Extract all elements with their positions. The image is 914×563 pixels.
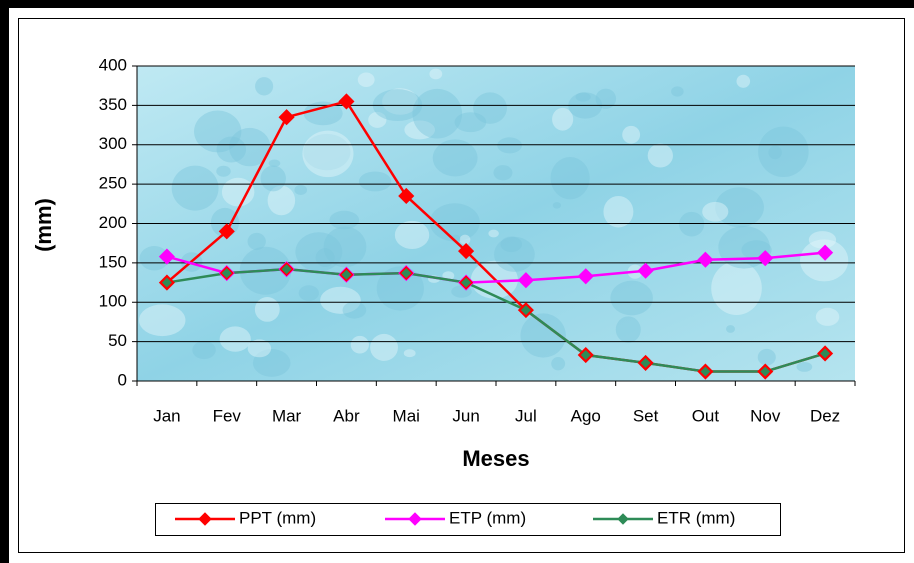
water-drop (758, 127, 809, 177)
water-drop (192, 341, 215, 359)
water-drop (711, 261, 762, 315)
water-drop (622, 126, 640, 144)
water-drop (500, 236, 522, 252)
water-drop (460, 235, 471, 245)
water-drop (316, 248, 335, 267)
page: {"chart_data": { "type": "line", "x_labe… (0, 0, 914, 563)
water-drop (553, 202, 561, 208)
x-tick-label: Dez (810, 406, 840, 425)
y-tick-label: 0 (118, 370, 127, 389)
y-tick-label: 400 (99, 55, 127, 74)
water-drop (648, 144, 673, 168)
y-tick-label: 200 (99, 213, 127, 232)
x-tick-label: Jan (153, 406, 180, 425)
water-drop (194, 111, 241, 153)
water-drop (610, 281, 653, 316)
water-drop (302, 131, 353, 178)
water-drop (412, 89, 462, 139)
water-drop (351, 336, 369, 354)
water-drop (429, 69, 442, 80)
water-drop (395, 221, 429, 249)
water-drop (702, 202, 728, 222)
x-tick-label: Jul (515, 406, 537, 425)
water-drop (255, 77, 273, 95)
water-drop (603, 196, 633, 228)
water-drop (370, 334, 398, 361)
water-drop (172, 166, 219, 211)
y-tick-label: 300 (99, 134, 127, 153)
water-drop (343, 302, 367, 319)
water-drop (261, 166, 286, 192)
water-drop (139, 304, 185, 336)
water-drop (679, 212, 704, 237)
water-drop (809, 231, 836, 248)
water-drop (726, 325, 735, 333)
water-drop (796, 362, 812, 372)
water-drop (616, 316, 641, 342)
chart: (mm) Meses 0 50 100 150 200 250 300 350 400 Jan Fe… (0, 0, 914, 563)
water-drop (551, 157, 590, 199)
water-drop (404, 349, 416, 357)
water-drop (736, 75, 750, 88)
legend-label: ETR (mm) (657, 508, 735, 527)
water-drop (758, 349, 776, 366)
y-tick-label: 250 (99, 174, 127, 193)
y-axis-title: (mm) (31, 198, 56, 252)
water-drop (551, 357, 565, 370)
x-tick-label: Jun (452, 406, 479, 425)
y-tick-label: 100 (99, 292, 127, 311)
x-tick-label: Mar (272, 406, 302, 425)
water-drop (497, 137, 522, 153)
y-tick-label: 350 (99, 95, 127, 114)
legend-label: ETP (mm) (449, 508, 526, 527)
water-drop (671, 86, 684, 96)
water-drop (493, 165, 512, 180)
x-tick-label: Fev (213, 406, 242, 425)
water-drop (216, 166, 230, 177)
water-drop (359, 172, 391, 192)
x-tick-label: Nov (750, 406, 781, 425)
water-drop (255, 297, 280, 322)
y-tick-label: 50 (108, 331, 127, 350)
frame-left (0, 0, 9, 563)
water-drop (473, 92, 507, 123)
water-drop (358, 72, 375, 87)
legend-label: PPT (mm) (239, 508, 316, 527)
x-tick-label: Mai (393, 406, 420, 425)
water-drop (488, 230, 498, 238)
water-drop (220, 326, 251, 351)
y-tick-label: 150 (99, 252, 127, 271)
water-drop (299, 285, 319, 301)
water-drop (294, 185, 307, 195)
water-drop (816, 308, 839, 326)
x-tick-label: Abr (333, 406, 360, 425)
x-axis-title: Meses (462, 446, 529, 471)
frame-top (0, 0, 914, 8)
x-tick-label: Out (692, 406, 720, 425)
x-tick-label: Set (633, 406, 659, 425)
x-tick-label: Ago (571, 406, 601, 425)
water-drop (222, 178, 254, 207)
